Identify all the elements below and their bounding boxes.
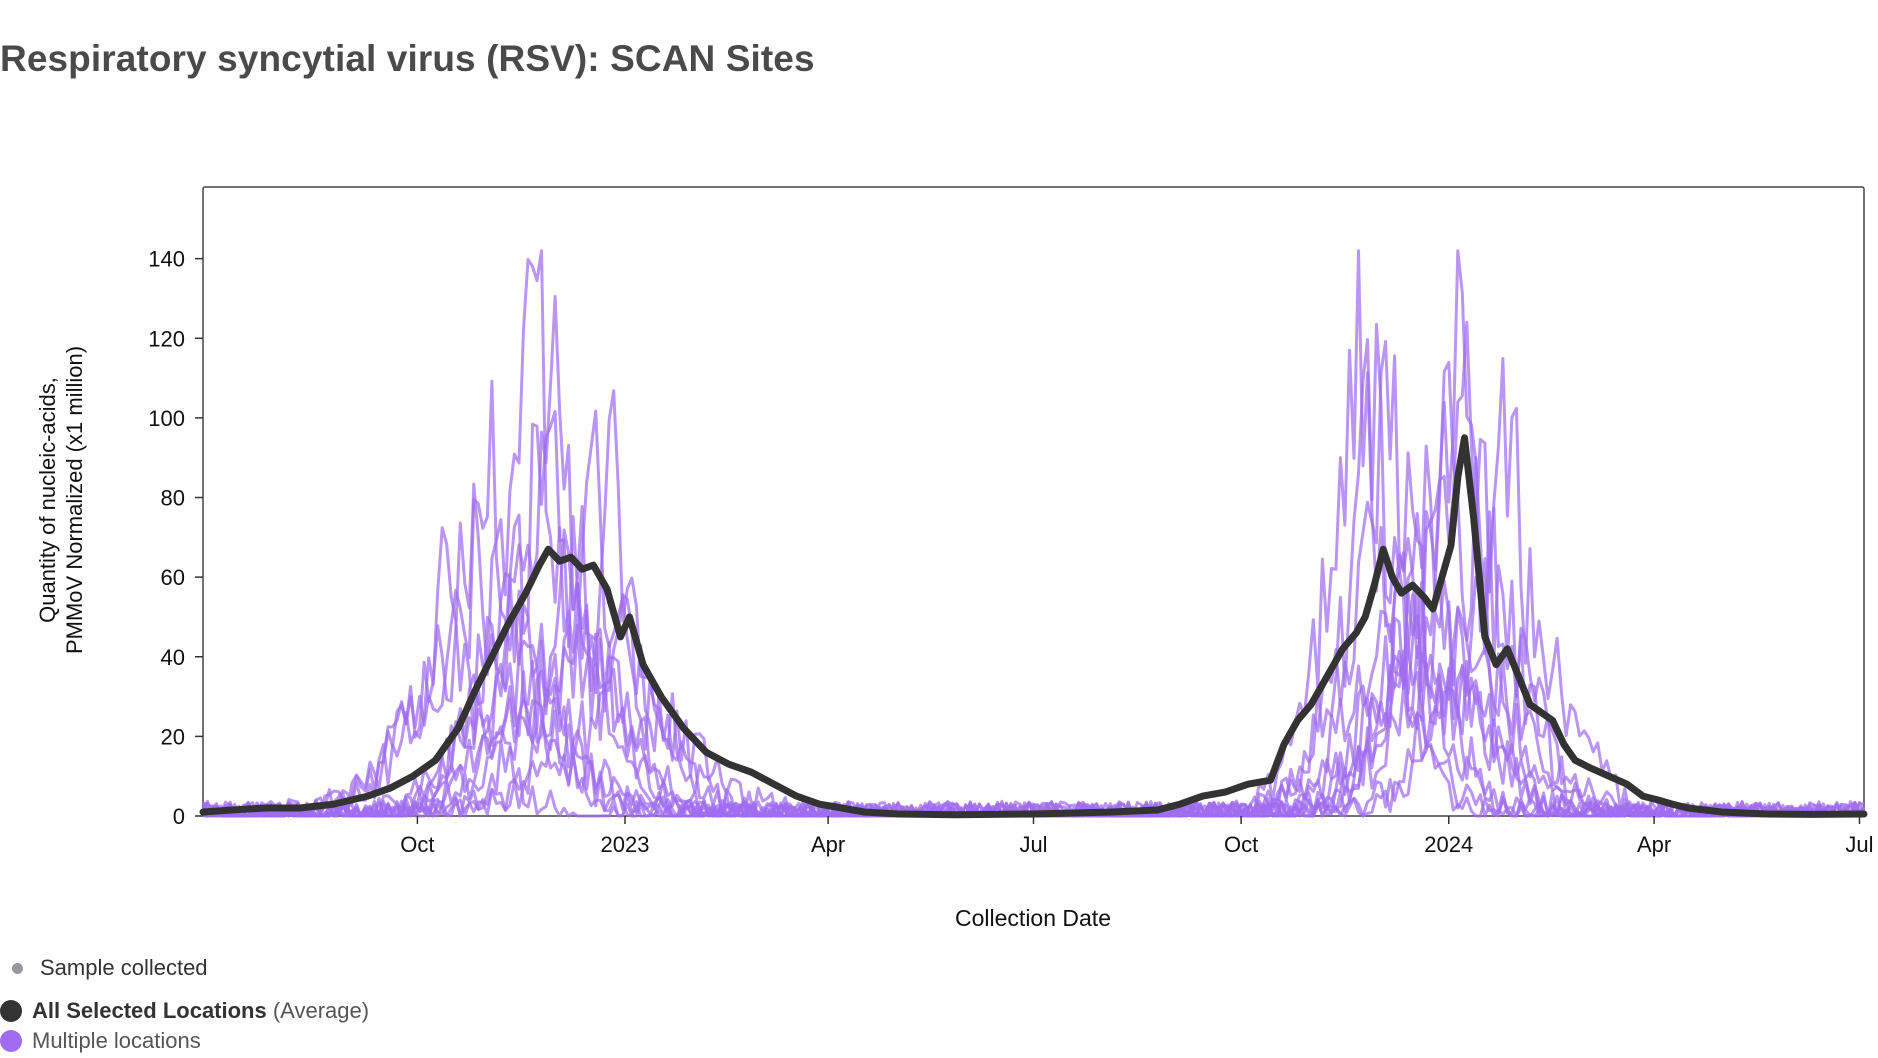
x-tick-label: Apr [1637,832,1671,857]
x-tick-label: 2024 [1424,832,1473,857]
y-axis-label-line-1: Quantity of nucleic-acids, [35,377,60,623]
chart-title: Respiratory syncytial virus (RSV): SCAN … [0,38,815,79]
sample-dot-icon [12,962,23,974]
y-tick-label: 40 [161,645,185,670]
legend-sample-label: Sample collected [40,955,208,980]
x-tick-label: Oct [400,832,434,857]
legend-average-suffix: (Average) [272,998,370,1023]
x-tick-label: 2023 [601,832,650,857]
average-line [199,434,1868,819]
legend-average-label: All Selected Locations [32,998,267,1023]
average-dot-icon [0,1000,22,1022]
location-lines [201,249,1866,818]
y-tick-label: 100 [148,406,185,431]
legend-locations-label: Multiple locations [32,1028,201,1053]
plot-frame [202,186,1865,817]
y-axis: 0 20 40 60 80 100 120 140 [148,247,203,829]
y-tick-label: 20 [161,724,185,749]
y-tick-label: 140 [148,247,185,272]
x-tick-label: Oct [1224,832,1258,857]
x-axis-label: Collection Date [955,905,1111,931]
legend-item-sample[interactable]: Sample collected [0,955,208,981]
x-tick-label: Jul [1845,832,1873,857]
x-axis: Oct 2023 Apr Jul Oct 2024 Apr Jul [400,816,1874,857]
y-tick-label: 80 [161,486,185,511]
locations-dot-icon [0,1030,22,1052]
y-tick-label: 0 [173,804,185,829]
y-tick-label: 60 [161,565,185,590]
x-tick-label: Jul [1019,832,1047,857]
x-tick-label: Apr [811,832,845,857]
y-axis-label: Quantity of nucleic-acids, PMMoV Normali… [35,346,87,654]
location-line [202,455,1865,818]
average-line-group [199,434,1868,819]
y-tick-label: 120 [148,326,185,351]
y-axis-label-line-2: PMMoV Normalized (x1 million) [62,346,87,654]
legend-item-average[interactable]: All Selected Locations (Average) [0,998,369,1024]
legend-item-locations[interactable]: Multiple locations [0,1028,201,1054]
